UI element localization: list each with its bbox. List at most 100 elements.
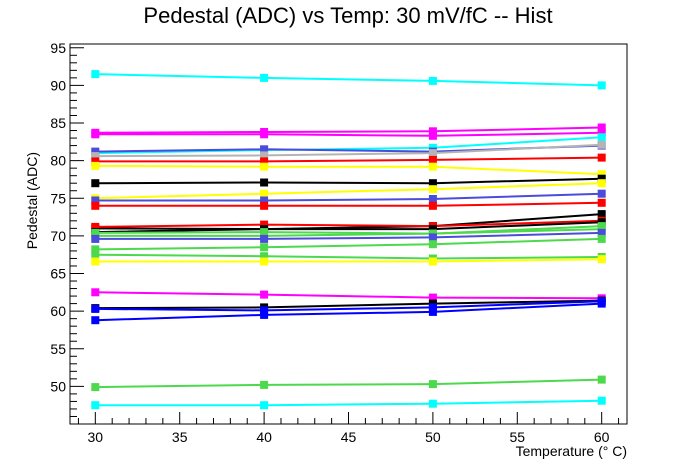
data-point — [91, 245, 100, 254]
data-point — [91, 234, 100, 243]
x-tick-label: 60 — [594, 429, 610, 445]
data-point — [428, 293, 437, 302]
series-7 — [91, 161, 606, 179]
series-line — [95, 399, 602, 407]
series-line — [95, 291, 602, 300]
data-point — [91, 70, 100, 79]
data-point — [260, 162, 269, 171]
data-point — [91, 161, 100, 170]
series-10 — [91, 189, 606, 205]
data-point — [597, 170, 606, 179]
series-17 — [91, 228, 606, 243]
series-line — [95, 378, 602, 389]
y-tick-label: 60 — [50, 303, 66, 319]
series-5 — [91, 140, 606, 161]
data-point — [428, 225, 437, 234]
data-point — [597, 210, 606, 219]
y-tick-label: 65 — [50, 266, 66, 282]
y-tick-label: 70 — [50, 228, 66, 244]
series-line — [95, 164, 602, 176]
data-point — [260, 178, 269, 187]
data-point — [597, 396, 606, 405]
series-20 — [91, 255, 606, 266]
data-point — [597, 299, 606, 308]
series-18 — [91, 234, 606, 254]
data-point — [597, 234, 606, 243]
series-8 — [91, 174, 606, 188]
x-tick-label: 50 — [425, 429, 441, 445]
data-point — [597, 81, 606, 90]
data-point — [597, 198, 606, 207]
data-point — [91, 257, 100, 266]
data-point — [260, 157, 269, 166]
series-11 — [91, 198, 606, 210]
x-tick-label: 35 — [172, 429, 188, 445]
chart-title: Pedestal (ADC) vs Temp: 30 mV/fC -- Hist — [143, 3, 552, 28]
y-tick-label: 95 — [50, 40, 66, 56]
data-point — [260, 151, 269, 160]
data-point — [428, 201, 437, 210]
series-line — [95, 219, 602, 228]
series-line — [95, 253, 602, 260]
data-point — [597, 179, 606, 188]
series-24 — [91, 299, 606, 325]
series-line — [95, 231, 602, 240]
data-point — [428, 131, 437, 140]
data-point — [428, 380, 437, 389]
data-point — [260, 130, 269, 139]
y-tick-label: 85 — [50, 115, 66, 131]
series-line — [95, 156, 602, 163]
data-point — [597, 123, 606, 132]
y-tick-label: 75 — [50, 190, 66, 206]
data-point — [91, 401, 100, 410]
data-point — [597, 375, 606, 384]
data-point — [260, 290, 269, 299]
y-tick-label: 80 — [50, 153, 66, 169]
y-tick-label: 90 — [50, 77, 66, 93]
data-point — [260, 257, 269, 266]
y-tick-label: 50 — [50, 378, 66, 394]
data-point — [260, 306, 269, 315]
series-line — [95, 258, 602, 263]
data-point — [91, 157, 100, 166]
series-line — [95, 182, 602, 200]
y-tick-label: 55 — [50, 341, 66, 357]
data-point — [428, 185, 437, 194]
data-point — [428, 155, 437, 164]
data-point — [597, 174, 606, 183]
data-point — [91, 196, 100, 205]
series-line — [95, 126, 602, 134]
data-point — [91, 152, 100, 161]
series-line — [95, 73, 602, 87]
series-line — [95, 228, 602, 237]
data-point — [597, 153, 606, 162]
data-point — [260, 243, 269, 252]
series-line — [95, 201, 602, 207]
data-point — [91, 222, 100, 231]
data-point — [597, 133, 606, 142]
series-line — [95, 143, 602, 158]
data-point — [260, 401, 269, 410]
data-point — [260, 196, 269, 205]
data-point — [260, 234, 269, 243]
x-tick-label: 40 — [256, 429, 272, 445]
series-2 — [91, 128, 606, 140]
data-point — [428, 149, 437, 158]
series-line — [95, 136, 602, 155]
data-point — [597, 189, 606, 198]
data-point — [597, 228, 606, 237]
data-point — [428, 399, 437, 408]
series-line — [95, 221, 602, 234]
data-point — [428, 257, 437, 266]
series-line — [95, 302, 602, 322]
data-point — [428, 233, 437, 242]
data-point — [428, 303, 437, 312]
data-point — [597, 255, 606, 264]
data-point — [260, 201, 269, 210]
data-point — [260, 73, 269, 82]
data-point — [428, 162, 437, 171]
data-point — [91, 316, 100, 325]
data-point — [428, 240, 437, 249]
data-point — [260, 189, 269, 198]
data-point — [260, 220, 269, 229]
